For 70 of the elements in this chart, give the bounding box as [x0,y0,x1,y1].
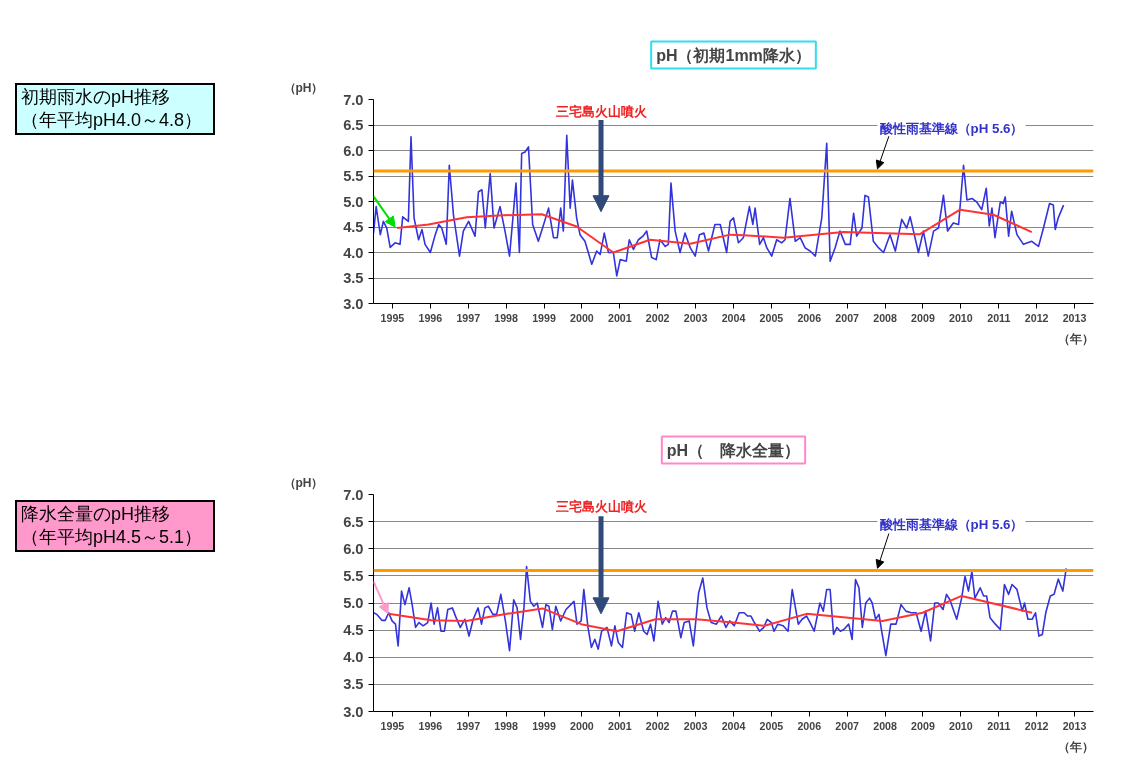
annotation: 三宅島火山噴火 [555,103,648,119]
y-tick-label: 3.5 [343,270,364,286]
text: 初期雨水のpH推移（年平均pH4.0～4.8） [15,83,215,135]
x-tick-label: 2012 [1024,719,1049,732]
x-tick-label: 2002 [645,719,670,732]
x-tick-label: 2009 [911,719,935,732]
line-series [373,565,1068,657]
y-tick-label: 6.0 [343,540,364,557]
x-tick-label: 2001 [607,311,632,324]
y-tick-label: 3.5 [343,676,364,693]
x-tick-label: 2000 [570,719,594,732]
x-tick-label: 2008 [873,719,898,732]
line-series [373,134,1065,277]
x-tick-label: 2009 [911,311,935,324]
x-tick-label: 2011 [987,719,1011,732]
y-tick-label: 5.0 [343,193,364,210]
x-tick-label: 1997 [456,719,481,732]
x-tick-label: 1995 [380,719,405,732]
x-tick-label: 2004 [721,311,746,324]
y-tick-label: 5.0 [343,595,364,611]
ref-line-label: 酸性雨基準線（pH 5.6） [879,517,1024,533]
x-tick-label: 2010 [949,311,973,324]
x-tick-label: 2003 [683,719,708,732]
x-tick-label: 2013 [1062,719,1087,732]
chart-title: pH（ 降水全量） [666,441,801,460]
chart-title: pH（初期1mm降水） [656,46,811,65]
y-tick-label: 5.5 [343,567,364,584]
x-tick-label: 2010 [949,719,973,732]
x-tick-label: 2011 [987,311,1011,324]
x-tick-label: 2001 [607,719,632,732]
x-tick-label: 1996 [418,719,443,732]
y-tick-label: 4.5 [343,219,364,235]
text: 降水全量のpH推移（年平均pH4.5～5.1） [15,500,215,552]
x-tick-label: 2012 [1024,311,1049,324]
y-tick-label: 7.0 [343,486,364,503]
x-tick-label: 1996 [418,311,443,324]
x-tick-label: 2003 [683,311,708,324]
y-axis-title: （pH） [283,80,324,95]
y-tick-label: 6.5 [343,513,364,530]
x-tick-label: 1995 [380,311,405,324]
y-tick-label: 4.5 [343,622,364,639]
y-tick-label: 4.0 [343,649,364,666]
y-tick-label: 3.0 [343,703,364,720]
x-tick-label: 1999 [532,311,556,324]
ref-line-label: 酸性雨基準線（pH 5.6） [879,120,1024,136]
y-tick-label: 3.0 [343,295,364,312]
x-tick-label: 2007 [835,311,860,324]
y-tick-label: 6.5 [343,117,364,133]
x-tick-label: 2008 [873,311,898,324]
y-tick-label: 6.0 [343,142,364,159]
x-tick-label: 2006 [797,311,822,324]
x-tick-label: 2013 [1062,311,1087,324]
x-tick-label: 2007 [835,719,860,732]
x-tick-label: 1997 [456,311,481,324]
x-axis-title: （年） [1057,331,1094,346]
x-tick-label: 2002 [645,311,670,324]
x-tick-label: 2004 [721,719,746,732]
y-tick-label: 5.5 [343,168,364,184]
y-tick-label: 7.0 [343,91,364,108]
x-tick-label: 1998 [494,311,519,324]
x-tick-label: 2005 [759,311,784,324]
x-tick-label: 2006 [797,719,822,732]
y-tick-label: 4.0 [343,244,364,261]
x-tick-label: 2005 [759,719,784,732]
y-axis-title: （pH） [283,475,324,490]
x-tick-label: 1998 [494,719,519,732]
x-axis-title: （年） [1057,739,1094,754]
x-tick-label: 2000 [570,311,594,324]
x-tick-label: 1999 [532,719,556,732]
annotation: 三宅島火山噴火 [555,498,648,514]
